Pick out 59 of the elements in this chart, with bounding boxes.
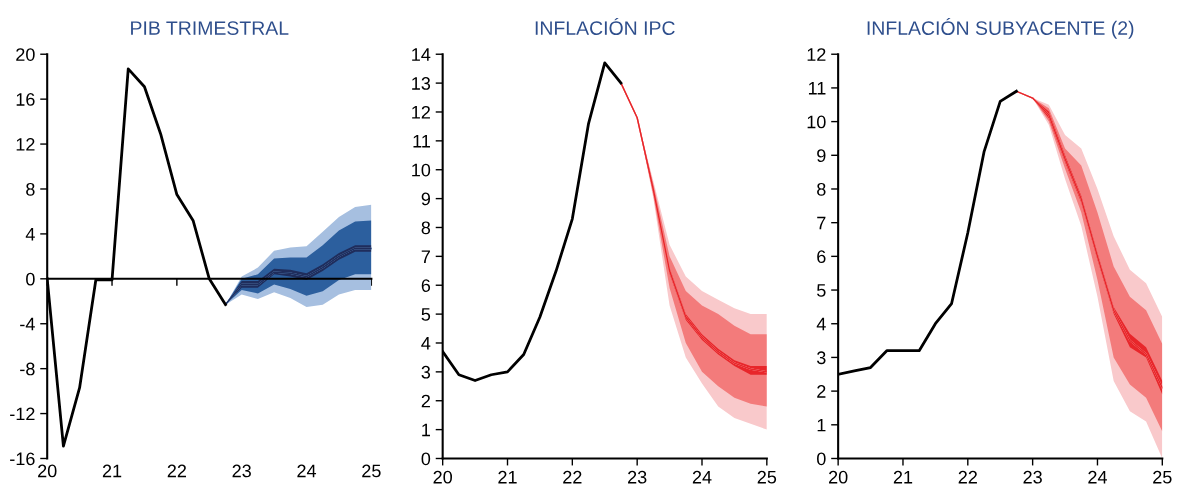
- x-tick-label: 25: [362, 464, 381, 478]
- y-tick-label: 6: [817, 250, 826, 264]
- x-tick-label: 21: [893, 470, 913, 484]
- y-tick-label: 12: [807, 48, 826, 61]
- x-tick-label: 24: [692, 470, 712, 484]
- y-tick-label: 5: [421, 308, 431, 321]
- x-tick-label: 24: [1088, 470, 1107, 484]
- y-tick-label: -12: [10, 407, 35, 421]
- y-tick-label: 20: [16, 48, 35, 61]
- y-tick-label: 2: [817, 385, 826, 398]
- y-tick-label: 11: [808, 82, 826, 95]
- y-tick-label: 9: [817, 149, 826, 163]
- y-tick-label: 5: [817, 284, 826, 297]
- y-tick-label: 9: [421, 192, 431, 206]
- y-tick-label: 0: [817, 452, 826, 466]
- y-tick-label: 0: [26, 272, 35, 286]
- y-tick-label: 1: [422, 423, 430, 437]
- x-tick-label: 25: [757, 470, 777, 484]
- y-tick-label: -4: [20, 317, 35, 331]
- y-tick-label: 4: [25, 228, 35, 241]
- y-tick-label: 7: [817, 216, 826, 230]
- x-tick-label: 20: [38, 464, 57, 478]
- x-tick-label: 25: [1153, 470, 1172, 484]
- y-tick-label: 6: [421, 279, 431, 292]
- y-tick-label: 12: [412, 105, 430, 119]
- x-tick-label: 23: [232, 464, 251, 478]
- chart-title: INFLACIÓN IPC: [535, 17, 675, 35]
- y-tick-label: 14: [412, 48, 431, 61]
- y-tick-label: -16: [10, 452, 35, 466]
- y-tick-label: 4: [421, 337, 431, 350]
- x-tick-label: 20: [829, 470, 848, 484]
- y-tick-label: -8: [20, 362, 35, 376]
- chart-title: INFLACIÓN SUBYACENTE (2): [867, 17, 1134, 39]
- y-tick-label: 2: [421, 394, 430, 408]
- y-tick-label: 16: [16, 93, 35, 106]
- y-tick-label: 0: [421, 452, 431, 466]
- y-tick-label: 10: [412, 163, 431, 177]
- x-tick-label: 22: [958, 470, 977, 484]
- x-tick-label: 23: [628, 470, 647, 484]
- x-tick-label: 24: [297, 464, 317, 478]
- y-tick-label: 8: [817, 182, 826, 196]
- y-tick-label: 12: [16, 138, 35, 151]
- y-tick-label: 8: [421, 221, 431, 235]
- x-tick-label: 22: [167, 464, 186, 478]
- y-tick-label: 4: [816, 317, 826, 331]
- y-tick-label: 7: [421, 250, 430, 263]
- y-tick-label: 3: [421, 365, 431, 379]
- x-tick-label: 23: [1023, 470, 1042, 484]
- y-tick-label: 3: [816, 351, 826, 365]
- x-tick-label: 21: [498, 470, 517, 484]
- x-tick-label: 20: [433, 470, 453, 484]
- y-tick-label: 13: [412, 77, 431, 90]
- y-tick-label: 1: [817, 418, 826, 432]
- y-tick-label: 10: [807, 115, 826, 129]
- x-tick-label: 21: [102, 464, 122, 478]
- y-tick-label: 11: [413, 134, 430, 148]
- y-tick-label: 8: [26, 182, 35, 196]
- chart-title: PIB TRIMESTRAL: [131, 21, 289, 35]
- x-tick-label: 22: [563, 470, 582, 484]
